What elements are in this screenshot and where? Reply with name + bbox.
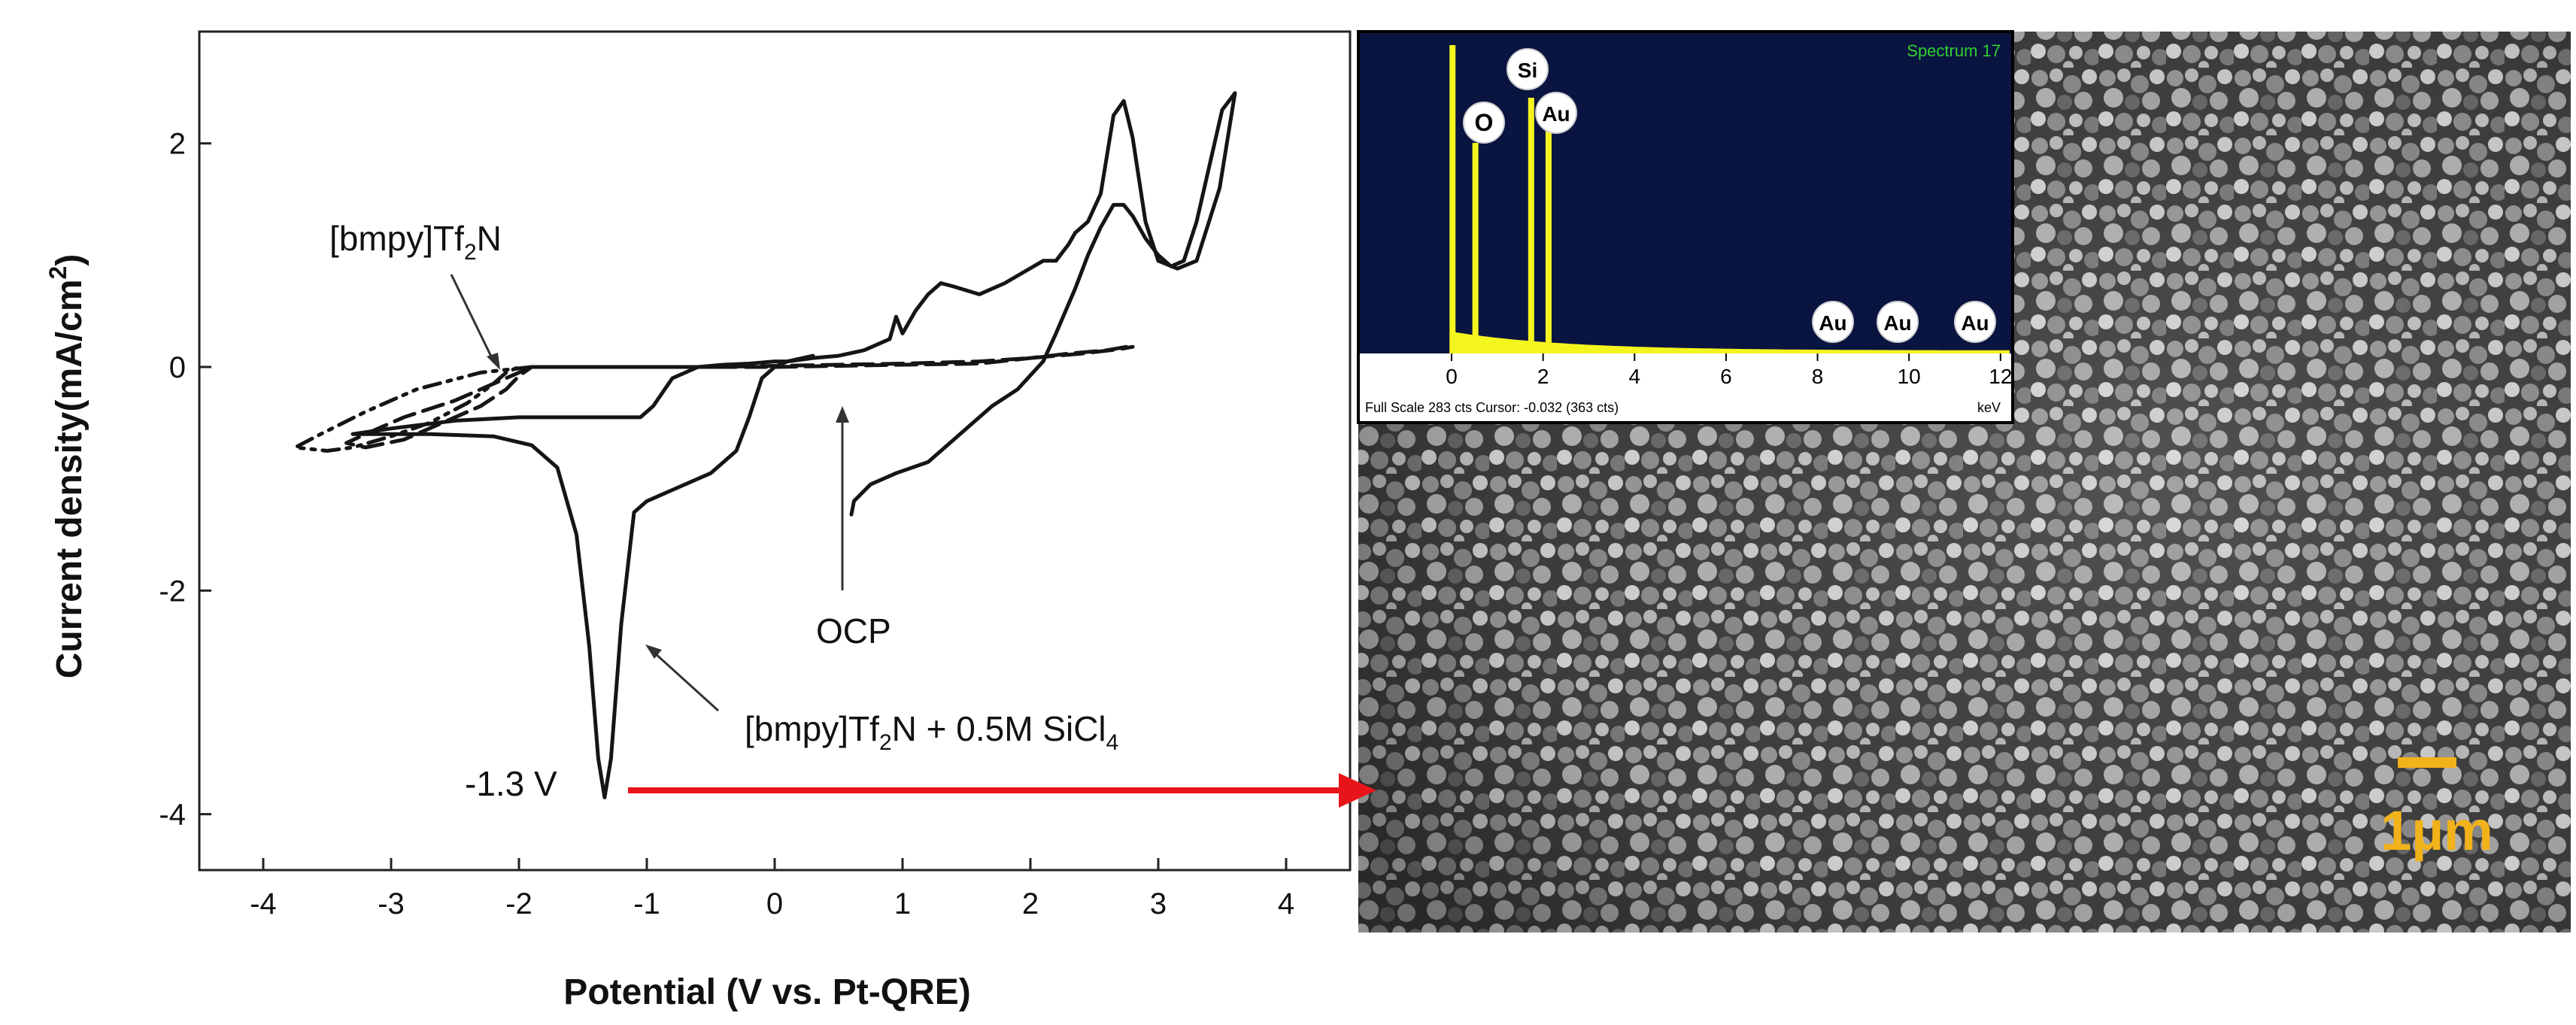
eds-tick-label: 10 <box>1898 365 1921 388</box>
annotation-peak: -1.3 V <box>465 764 557 803</box>
eds-peak <box>1472 143 1479 353</box>
cv-curves <box>293 91 1237 799</box>
eds-title: Spectrum 17 <box>1907 41 2001 60</box>
annotation-mixture: [bmpy]Tf2N + 0.5M SiCl4 <box>645 644 1118 755</box>
annotation-bmpy: [bmpy]Tf2N <box>329 219 502 370</box>
svg-text:O: O <box>1475 109 1494 136</box>
y-axis-ticks: -4 -2 0 2 <box>159 128 211 832</box>
eds-spectrum <box>1449 45 2010 353</box>
eds-peak-badge: Au <box>1877 301 1919 343</box>
svg-text:[bmpy]Tf2N: [bmpy]Tf2N <box>329 219 502 265</box>
scale-bar-label: 1µm <box>2380 799 2493 862</box>
svg-text:Au: Au <box>1542 102 1570 126</box>
eds-continuum <box>1452 332 2010 353</box>
x-tick-label: 1 <box>894 887 911 920</box>
eds-tick-label: 6 <box>1720 365 1732 388</box>
x-axis-ticks: -4 -3 -2 -1 0 1 2 3 4 <box>250 858 1294 920</box>
svg-text:Au: Au <box>1819 311 1846 335</box>
x-axis-label: Potential (V vs. Pt-QRE) <box>563 972 970 1012</box>
eds-inset: Spectrum 17 0 2 4 6 8 10 12 keV Full Scale 283… <box>1357 30 2014 424</box>
svg-text:Au: Au <box>1961 311 1989 335</box>
eds-peak <box>1545 105 1552 353</box>
eds-tick-label: 4 <box>1628 365 1640 388</box>
eds-unit: keV <box>1977 400 2001 415</box>
eds-footer: Full Scale 283 cts Cursor: -0.032 (363 c… <box>1365 400 1619 415</box>
x-tick-label: -1 <box>633 887 660 920</box>
eds-ticks: 0 2 4 6 8 10 12 <box>1446 353 2012 388</box>
svg-text:[bmpy]Tf2N + 0.5M SiCl4: [bmpy]Tf2N + 0.5M SiCl4 <box>745 709 1118 755</box>
x-tick-label: -2 <box>505 887 532 920</box>
y-tick-label: 0 <box>169 351 186 384</box>
eds-tick-label: 12 <box>1989 365 2012 388</box>
eds-tick-label: 0 <box>1446 365 1458 388</box>
eds-axis-strip <box>1360 353 2011 421</box>
eds-peak-badge: Au <box>1954 301 1996 343</box>
eds-tick-label: 2 <box>1537 365 1549 388</box>
annotation-ocp: OCP <box>816 406 891 650</box>
eds-peak-badge: O <box>1463 102 1505 144</box>
eds-tick-label: 8 <box>1812 365 1824 388</box>
eds-peak <box>1528 98 1534 353</box>
svg-text:Au: Au <box>1883 311 1911 335</box>
svg-text:Si: Si <box>1518 59 1537 82</box>
y-tick-label: -4 <box>159 799 186 832</box>
x-tick-label: 4 <box>1278 887 1294 920</box>
cv-series-solid <box>350 91 1237 799</box>
y-tick-label: 2 <box>169 128 186 161</box>
x-tick-label: 0 <box>766 887 783 920</box>
x-tick-label: 3 <box>1150 887 1167 920</box>
x-tick-label: 2 <box>1022 887 1039 920</box>
svg-text:OCP: OCP <box>816 611 891 650</box>
x-tick-label: -4 <box>250 887 277 920</box>
eds-peak-badge: Au <box>1535 92 1577 134</box>
eds-peak <box>1449 45 1456 353</box>
cv-series-dash-dot-dot <box>293 365 534 453</box>
scale-bar <box>2398 757 2456 768</box>
x-tick-label: -3 <box>378 887 405 920</box>
eds-peak-badge: Au <box>1812 301 1854 343</box>
red-arrow <box>628 773 1376 808</box>
y-tick-label: -2 <box>159 575 186 608</box>
eds-peak-badge: Si <box>1506 48 1549 90</box>
cv-series-dashed <box>344 344 1135 450</box>
y-axis-label: Current density(mA/cm2) <box>44 254 90 679</box>
